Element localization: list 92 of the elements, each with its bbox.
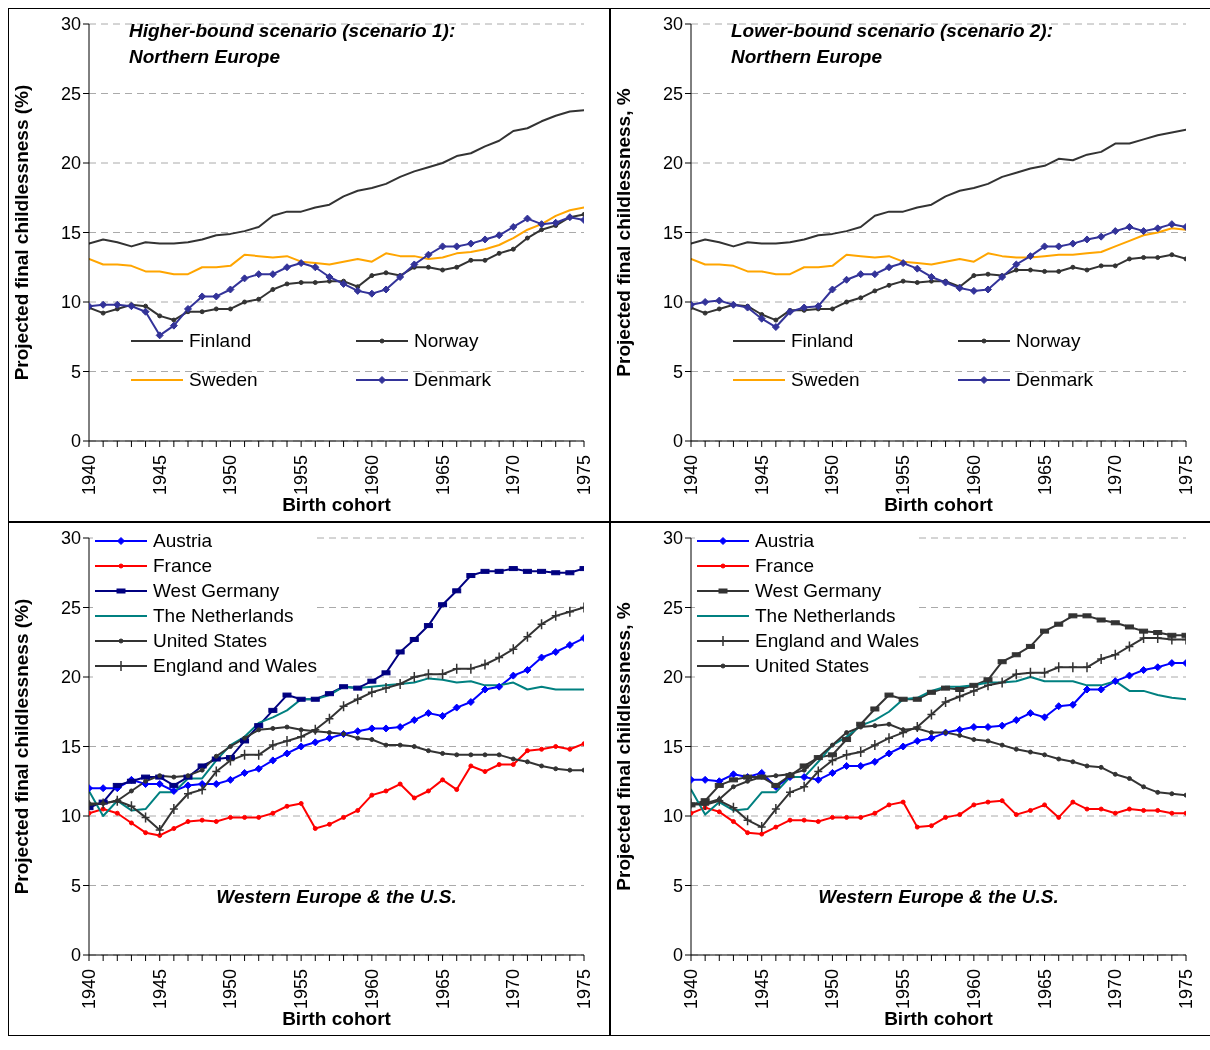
x-tick-label: 1955 <box>893 969 914 1010</box>
x-axis-title: Birth cohort <box>884 1008 994 1029</box>
legend-label: England and Wales <box>755 629 920 653</box>
y-tick-label: 15 <box>662 736 683 757</box>
legend-label: Sweden <box>189 368 258 393</box>
legend-label: Austria <box>755 529 815 553</box>
legend-label: France <box>755 554 815 578</box>
x-axis-title: Birth cohort <box>282 494 392 515</box>
x-tick-label: 1945 <box>149 969 170 1010</box>
x-tick-label: 1975 <box>574 969 594 1010</box>
y-axis-title: Projected final childlessness (%) <box>10 598 32 895</box>
y-tick-label: 20 <box>60 667 81 688</box>
x-axis-title: Birth cohort <box>884 494 994 515</box>
y-tick-label: 0 <box>70 431 81 452</box>
x-tick-label: 1950 <box>822 969 843 1010</box>
legend-label: Finland <box>189 329 252 354</box>
legend-label: France <box>153 554 213 578</box>
x-axis-title: Birth cohort <box>282 1008 392 1029</box>
x-tick-label: 1960 <box>361 969 382 1010</box>
y-tick-label: 30 <box>662 14 683 35</box>
legend-label: West Germany <box>755 579 882 603</box>
x-tick-label: 1970 <box>1105 455 1126 496</box>
legend-label: Norway <box>1016 329 1081 354</box>
x-tick-label: 1960 <box>963 969 984 1010</box>
y-tick-label: 30 <box>60 528 81 549</box>
y-tick-label: 25 <box>60 83 81 104</box>
x-tick-label: 1945 <box>751 969 772 1010</box>
y-tick-label: 30 <box>60 14 81 35</box>
text: Lower-bound scenario (scenario 2): Northern Europe <box>731 19 1054 69</box>
legend-label: Finland <box>791 329 854 354</box>
x-tick-label: 1975 <box>574 455 594 496</box>
legend-label: England and Wales <box>153 654 318 678</box>
y-tick-label: 10 <box>60 292 81 313</box>
legend-label: West Germany <box>153 579 280 603</box>
y-tick-label: 0 <box>672 945 683 966</box>
x-tick-label: 1970 <box>1105 969 1126 1010</box>
x-tick-label: 1940 <box>79 455 99 496</box>
x-tick-label: 1955 <box>291 969 312 1010</box>
legend-label: Austria <box>153 529 213 553</box>
legend-label: Norway <box>414 329 479 354</box>
legend-label: The Netherlands <box>153 604 294 628</box>
y-tick-label: 15 <box>60 736 81 757</box>
x-tick-label: 1950 <box>220 455 241 496</box>
y-tick-label: 5 <box>70 361 81 382</box>
y-axis-title: Projected final childlessness, % <box>612 602 634 891</box>
x-tick-label: 1975 <box>1176 455 1196 496</box>
x-tick-label: 1970 <box>503 969 524 1010</box>
x-tick-label: 1965 <box>1034 455 1055 496</box>
x-tick-label: 1970 <box>503 455 524 496</box>
legend-label: Denmark <box>414 368 492 393</box>
x-tick-label: 1955 <box>893 455 914 496</box>
y-tick-label: 0 <box>672 431 683 452</box>
x-tick-label: 1950 <box>220 969 241 1010</box>
x-tick-label: 1975 <box>1176 969 1196 1010</box>
y-tick-label: 25 <box>662 83 683 104</box>
y-axis-title: Projected final childlessness, % <box>612 88 634 377</box>
x-tick-label: 1940 <box>681 455 701 496</box>
text: Western Europe & the U.S. <box>817 885 1060 910</box>
legend-label: United States <box>153 629 268 653</box>
legend-label: Sweden <box>791 368 860 393</box>
y-tick-label: 10 <box>60 806 81 827</box>
y-tick-label: 5 <box>672 875 683 896</box>
y-tick-label: 10 <box>662 806 683 827</box>
y-tick-label: 15 <box>662 222 683 243</box>
x-tick-label: 1945 <box>149 455 170 496</box>
x-tick-label: 1950 <box>822 455 843 496</box>
x-tick-label: 1965 <box>1034 969 1055 1010</box>
legend-label: Denmark <box>1016 368 1094 393</box>
y-tick-label: 15 <box>60 222 81 243</box>
y-tick-label: 5 <box>672 361 683 382</box>
y-tick-label: 10 <box>662 292 683 313</box>
x-tick-label: 1960 <box>963 455 984 496</box>
x-tick-label: 1940 <box>681 969 701 1010</box>
y-tick-label: 20 <box>60 153 81 174</box>
y-tick-label: 20 <box>662 153 683 174</box>
y-tick-label: 25 <box>60 597 81 618</box>
y-tick-label: 0 <box>70 945 81 966</box>
x-tick-label: 1965 <box>432 969 453 1010</box>
x-tick-label: 1955 <box>291 455 312 496</box>
text: Western Europe & the U.S. <box>215 885 458 910</box>
y-axis-title: Projected final childlessness (%) <box>10 84 32 381</box>
y-tick-label: 5 <box>70 875 81 896</box>
legend-label: United States <box>755 654 870 678</box>
x-tick-label: 1960 <box>361 455 382 496</box>
x-tick-label: 1945 <box>751 455 772 496</box>
y-tick-label: 20 <box>662 667 683 688</box>
x-tick-label: 1940 <box>79 969 99 1010</box>
x-tick-label: 1965 <box>432 455 453 496</box>
y-tick-label: 30 <box>662 528 683 549</box>
text: Higher-bound scenario (scenario 1): Northern Europe <box>129 19 457 69</box>
y-tick-label: 25 <box>662 597 683 618</box>
legend-label: The Netherlands <box>755 604 896 628</box>
